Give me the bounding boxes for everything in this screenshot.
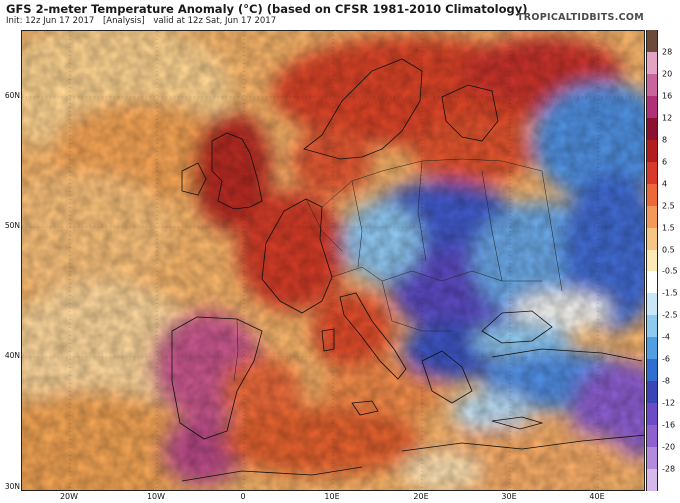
- colorbar-segment: [647, 30, 657, 53]
- map-subtitle: Init: 12z Jun 17 2017 [Analysis] valid a…: [6, 16, 282, 26]
- colorbar-label: 2.5: [662, 201, 675, 211]
- colorbar-label: -0.5: [662, 266, 678, 276]
- colorbar-segment: [647, 117, 657, 141]
- colorbar-segment: [647, 161, 657, 185]
- colorbar-label: 16: [662, 91, 673, 101]
- colorbar-segment: [647, 447, 657, 470]
- colorbar-segment: [647, 95, 657, 119]
- colorbar-segment: [647, 271, 657, 294]
- colorbar-label: -20: [662, 442, 676, 452]
- lon-label-20w: 20W: [59, 492, 79, 501]
- colorbar-segment: [647, 249, 657, 272]
- lon-label-30e: 30E: [501, 492, 517, 501]
- colorbar-label: 1.5: [662, 223, 675, 233]
- init-time: Init: 12z Jun 17 2017: [6, 16, 95, 26]
- colorbar-label: 28: [662, 47, 673, 57]
- lon-label-40e: 40E: [589, 492, 605, 501]
- colorbar-label: -2.5: [662, 310, 678, 320]
- colorbar-label: 4: [662, 179, 668, 189]
- lon-label-10w: 10W: [146, 492, 166, 501]
- analysis-tag: [Analysis]: [102, 16, 145, 26]
- country-borders: [233, 158, 563, 382]
- colorbar-label: 8: [662, 135, 668, 145]
- colorbar-segment: [647, 337, 657, 360]
- colorbar-label: 20: [662, 69, 673, 79]
- colorbar-label: 6: [662, 157, 668, 167]
- graticule: [22, 31, 644, 490]
- anomaly-map: [21, 30, 645, 491]
- valid-time: valid at 12z Sat, Jun 17 2017: [153, 16, 277, 26]
- colorbar-segment: [647, 73, 657, 97]
- colorbar-segment: [647, 205, 657, 229]
- colorbar-segment: [647, 139, 657, 163]
- colorbar-label: -16: [662, 420, 676, 430]
- colorbar-segment: [647, 381, 657, 404]
- colorbar-segment: [647, 403, 657, 426]
- colorbar-segment: [647, 293, 657, 316]
- lon-label-10e: 10E: [324, 492, 340, 501]
- lon-label-20e: 20E: [413, 492, 429, 501]
- lat-label-30n: 30N: [4, 482, 20, 491]
- colorbar-label: -8: [662, 376, 670, 386]
- colorbar-label: 12: [662, 113, 673, 123]
- colorbar-label: 0.5: [662, 245, 675, 255]
- colorbar-segment: [647, 315, 657, 338]
- colorbar-segment: [647, 183, 657, 207]
- map-title: GFS 2-meter Temperature Anomaly (°C) (ba…: [6, 2, 528, 16]
- colorbar-label: -1.5: [662, 288, 678, 298]
- colorbar-label: -6: [662, 354, 670, 364]
- colorbar-segment: [647, 359, 657, 382]
- colorbar: [646, 30, 658, 492]
- colorbar-label: -12: [662, 398, 676, 408]
- lat-label-60n: 60N: [4, 91, 20, 100]
- lat-label-50n: 50N: [4, 221, 20, 230]
- colorbar-segment: [647, 425, 657, 448]
- field-texture: [22, 31, 644, 490]
- brand-logo[interactable]: TROPICALTIDBITS.COM: [517, 12, 644, 23]
- colorbar-segment: [647, 51, 657, 75]
- colorbar-label: -28: [662, 464, 676, 474]
- colorbar-segment: [647, 227, 657, 250]
- anomaly-map-graphic: [22, 31, 644, 490]
- lon-label-0: 0: [240, 492, 246, 501]
- lat-label-40n: 40N: [4, 351, 20, 360]
- colorbar-label: -4: [662, 332, 670, 342]
- colorbar-segment: [647, 469, 657, 492]
- map-header: GFS 2-meter Temperature Anomaly (°C) (ba…: [0, 0, 680, 30]
